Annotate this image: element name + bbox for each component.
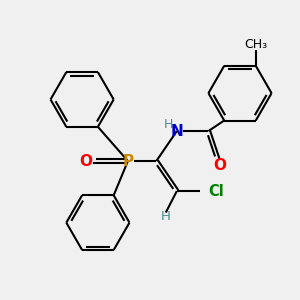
- Text: CH₃: CH₃: [244, 38, 267, 51]
- Text: O: O: [80, 154, 93, 169]
- Text: O: O: [213, 158, 226, 173]
- Text: N: N: [170, 124, 183, 139]
- Text: H: H: [161, 210, 171, 223]
- Text: Cl: Cl: [208, 184, 224, 199]
- Text: P: P: [122, 154, 134, 169]
- Text: H: H: [163, 118, 173, 130]
